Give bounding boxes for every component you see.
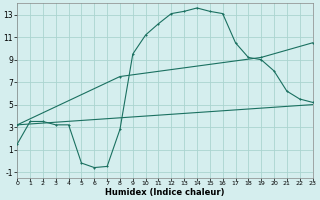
X-axis label: Humidex (Indice chaleur): Humidex (Indice chaleur) [105, 188, 225, 197]
